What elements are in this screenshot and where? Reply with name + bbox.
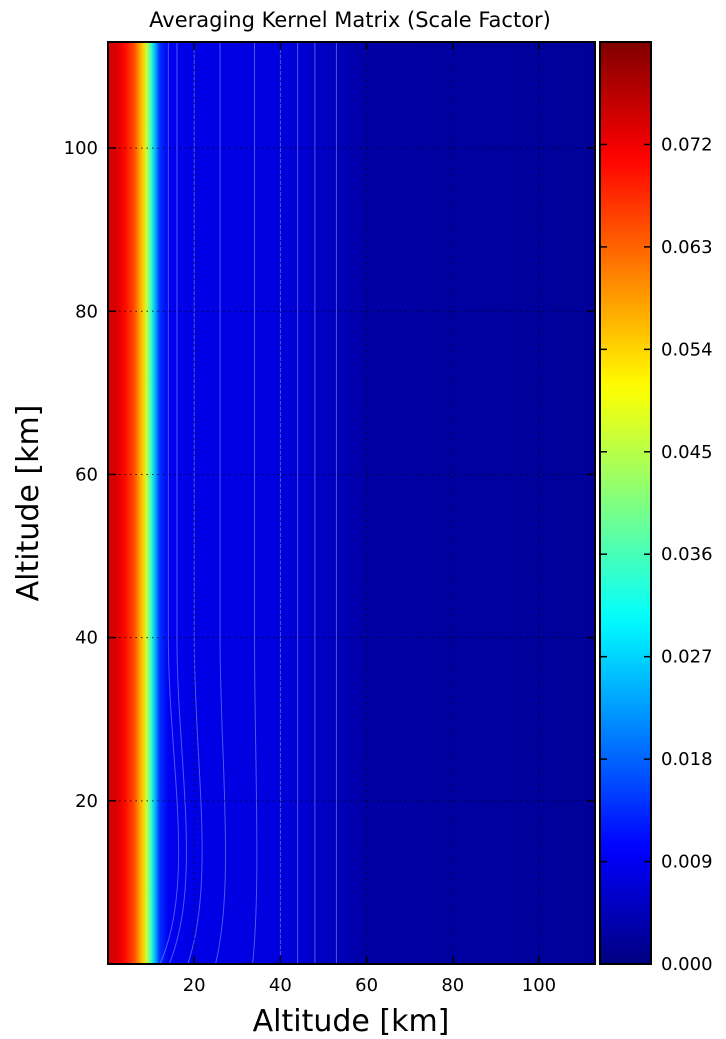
colorbar-tick-label: 0.000	[661, 954, 713, 975]
colorbar-gradient	[600, 42, 651, 964]
x-axis-label: Altitude [km]	[253, 1004, 450, 1039]
x-axis-ticks: 20 40 60 80 100	[183, 42, 556, 996]
y-tick-label: 100	[64, 138, 98, 159]
plot-area	[108, 42, 595, 964]
contour-line	[252, 42, 258, 964]
colorbar-tick-label: 0.009	[661, 852, 713, 873]
y-tick-label: 80	[75, 301, 98, 322]
colorbar-tick-label: 0.072	[661, 134, 713, 155]
chart-title: Averaging Kernel Matrix (Scale Factor)	[149, 8, 551, 32]
colorbar-tick-label: 0.063	[661, 237, 713, 258]
y-axis-label: Altitude [km]	[11, 405, 46, 602]
colorbar-tick-label: 0.045	[661, 442, 713, 463]
contour-line	[168, 42, 187, 964]
y-axis-ticks: 20 40 60 80 100	[64, 138, 595, 812]
y-tick-label: 40	[75, 628, 98, 649]
plot-frame	[107, 41, 596, 965]
y-tick-label: 60	[75, 464, 98, 485]
colorbar-frame	[599, 41, 652, 965]
x-tick-label: 40	[269, 975, 292, 996]
heatmap-field	[108, 42, 595, 964]
colorbar-tick-label: 0.018	[661, 749, 713, 770]
x-tick-label: 60	[355, 975, 378, 996]
contour-line	[215, 42, 227, 964]
colorbar-tick-label: 0.054	[661, 339, 713, 360]
x-tick-label: 20	[183, 975, 206, 996]
x-tick-label: 100	[522, 975, 556, 996]
colorbar-tick-label: 0.036	[661, 544, 713, 565]
colorbar-tick-label: 0.027	[661, 647, 713, 668]
y-tick-label: 20	[75, 791, 98, 812]
x-tick-label: 80	[441, 975, 464, 996]
colorbar-ticks: 0.000 0.009 0.018 0.027 0.036 0.045 0.054 0.063…	[600, 134, 713, 975]
grid-lines	[108, 42, 595, 964]
colorbar: 0.000 0.009 0.018 0.027 0.036 0.045 0.054 0.063…	[599, 41, 713, 975]
contour-line	[159, 42, 180, 964]
